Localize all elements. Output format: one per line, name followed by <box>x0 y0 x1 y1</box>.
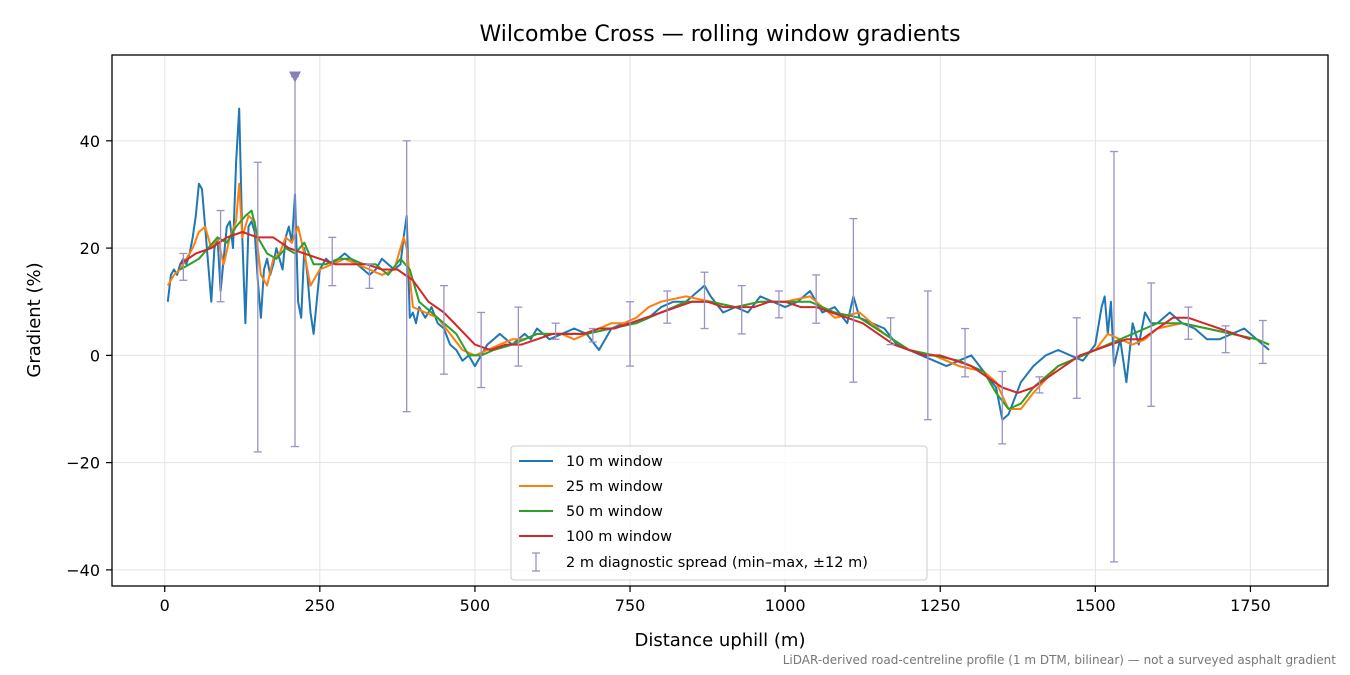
errorbar <box>1258 319 1267 365</box>
errorbar <box>439 284 448 375</box>
errorbar <box>588 327 597 343</box>
legend-label-100m: 100 m window <box>566 529 672 545</box>
legend-label-10m: 10 m window <box>566 454 663 470</box>
y-tick-label: 20 <box>80 239 100 258</box>
series-line-10-m-window <box>166 107 1270 421</box>
legend-swatch-errorbar <box>532 552 540 572</box>
plot-frame <box>111 54 1329 587</box>
series-line-50-m-window <box>179 209 1270 410</box>
errorbar <box>663 290 672 324</box>
y-tick-label: −40 <box>66 561 100 580</box>
x-tick-label: 1750 <box>1230 596 1271 615</box>
errorbar <box>849 217 858 383</box>
legend-box <box>510 445 928 581</box>
errorbar <box>216 209 225 303</box>
ticks: 0 250 500 750 1000 1250 1500 1750 −40 −20 0 20 40 <box>66 132 1271 615</box>
errorbar <box>328 236 337 287</box>
footnote: LiDAR-derived road-centreline profile (1… <box>783 653 1337 667</box>
y-tick-label: 40 <box>80 132 100 151</box>
errorbar <box>923 290 932 421</box>
errorbar <box>477 311 486 389</box>
y-tick-label: 0 <box>90 346 100 365</box>
y-tick-label: −20 <box>66 454 100 473</box>
errorbar <box>1072 317 1081 399</box>
x-tick-label: 500 <box>460 596 491 615</box>
errorbar <box>961 327 970 378</box>
errorbar <box>1035 376 1044 394</box>
errorbar <box>551 322 560 340</box>
x-tick-label: 250 <box>305 596 336 615</box>
series-line-25-m-window <box>166 182 1270 410</box>
x-tick-label: 0 <box>160 596 170 615</box>
errorbar <box>514 306 523 367</box>
errorbar <box>998 370 1007 445</box>
x-tick-label: 1250 <box>920 596 961 615</box>
errorbar <box>179 252 188 281</box>
x-tick-label: 1000 <box>765 596 806 615</box>
errorbar <box>1109 150 1118 563</box>
chart-title: Wilcombe Cross — rolling window gradient… <box>479 22 960 47</box>
series-layer <box>166 107 1270 421</box>
x-tick-label: 1500 <box>1075 596 1116 615</box>
legend-label-50m: 50 m window <box>566 504 663 520</box>
errorbar-layer <box>179 71 1267 563</box>
errorbar <box>365 263 374 289</box>
errorbar <box>737 284 746 335</box>
series-line-100-m-window <box>179 231 1251 394</box>
errorbar <box>774 290 783 319</box>
legend-label-errorbar: 2 m diagnostic spread (min–max, ±12 m) <box>566 555 868 571</box>
clipped-marker-icon <box>289 71 302 83</box>
errorbar <box>1147 282 1156 407</box>
errorbar <box>402 140 411 413</box>
legend-label-25m: 25 m window <box>566 479 663 495</box>
x-tick-label: 750 <box>615 596 646 615</box>
errorbar <box>700 271 709 330</box>
x-axis-label: Distance uphill (m) <box>635 630 806 651</box>
errorbar <box>626 301 635 367</box>
y-axis-label: Gradient (%) <box>24 262 45 377</box>
errorbar <box>1184 306 1193 340</box>
legend: 10 m window 25 m window 50 m window 100 … <box>510 445 928 581</box>
errorbar <box>886 317 895 346</box>
errorbar <box>1221 325 1230 354</box>
errorbar <box>253 161 262 453</box>
errorbar <box>812 274 821 324</box>
